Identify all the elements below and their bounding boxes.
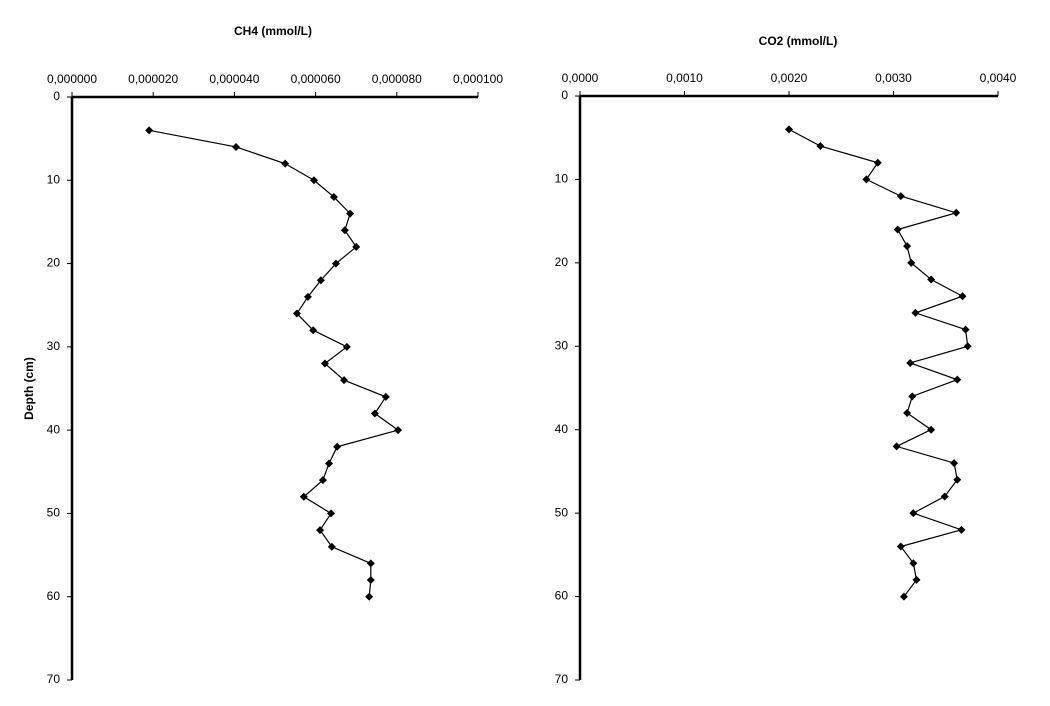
x-tick-label: 0,0040	[980, 71, 1017, 85]
data-point	[145, 126, 154, 135]
x-tick-label: 0,000040	[209, 72, 259, 86]
data-point	[232, 142, 241, 151]
data-point	[909, 509, 918, 518]
y-tick-label: 0	[561, 88, 568, 102]
data-point	[903, 242, 912, 251]
data-point	[340, 226, 349, 235]
data-point	[961, 325, 970, 334]
data-point	[958, 292, 967, 301]
data-point	[333, 442, 342, 451]
data-point	[340, 376, 349, 385]
x-tick-label: 0,000100	[453, 72, 503, 86]
data-point	[318, 476, 327, 485]
y-tick-label: 10	[47, 172, 61, 186]
x-tick-label: 0,000000	[47, 72, 97, 86]
y-tick-label: 40	[555, 422, 569, 436]
data-point	[342, 342, 351, 351]
data-point	[309, 326, 318, 335]
data-point	[785, 125, 793, 134]
data-point	[346, 209, 355, 218]
data-point	[281, 159, 290, 168]
data-point	[927, 425, 936, 434]
y-tick-label: 70	[555, 672, 569, 686]
data-point	[873, 158, 882, 167]
y-tick-label: 20	[555, 255, 569, 269]
y-tick-label: 50	[555, 505, 569, 519]
chart-title: CH4 (mmol/L)	[234, 24, 312, 38]
y-tick-label: 20	[47, 256, 61, 270]
x-tick-label: 0,0030	[875, 71, 912, 85]
y-tick-label: 60	[47, 589, 61, 603]
data-point	[352, 242, 361, 251]
data-point	[899, 592, 908, 601]
data-point	[953, 375, 962, 384]
data-point	[366, 559, 375, 568]
data-point	[963, 342, 972, 351]
data-point	[896, 192, 905, 201]
data-point	[316, 526, 325, 535]
data-point	[952, 208, 961, 217]
data-point	[892, 442, 901, 451]
data-point	[862, 175, 871, 184]
data-point	[953, 475, 962, 484]
data-point	[903, 409, 912, 418]
data-line	[788, 128, 969, 597]
y-tick-label: 60	[555, 589, 569, 603]
data-point	[327, 509, 336, 518]
data-point	[907, 258, 916, 267]
data-point	[927, 275, 936, 284]
data-point	[381, 392, 390, 401]
data-point	[366, 576, 375, 585]
x-tick-label: 0,0020	[771, 71, 808, 85]
y-tick-label: 10	[555, 172, 569, 186]
y-tick-label: 50	[47, 506, 61, 520]
data-point	[329, 192, 338, 201]
y-tick-label: 30	[47, 339, 61, 353]
data-point	[950, 459, 959, 468]
y-tick-label: 40	[47, 422, 61, 436]
data-point	[320, 359, 329, 368]
data-point	[303, 292, 312, 301]
data-point	[331, 259, 340, 268]
data-point	[893, 225, 902, 234]
data-point	[324, 459, 333, 468]
data-point	[816, 142, 825, 151]
data-point	[394, 426, 403, 435]
x-tick-label: 0,000060	[291, 72, 341, 86]
data-point	[911, 308, 920, 317]
data-point	[327, 542, 336, 551]
y-axis-label: Depth (cm)	[22, 357, 36, 420]
data-point	[906, 358, 915, 367]
data-point	[292, 309, 301, 318]
data-point	[909, 559, 918, 568]
data-point	[299, 492, 308, 501]
chart-title: CO2 (mmol/L)	[759, 34, 838, 48]
x-tick-label: 0,0000	[562, 71, 599, 85]
data-point	[908, 392, 917, 401]
x-tick-label: 0,0010	[666, 71, 703, 85]
data-point	[896, 542, 905, 551]
data-point	[309, 176, 318, 185]
data-point	[912, 575, 921, 584]
x-tick-label: 0,000080	[372, 72, 422, 86]
y-tick-label: 0	[53, 89, 60, 103]
x-tick-label: 0,000020	[128, 72, 178, 86]
y-tick-label: 70	[47, 672, 61, 686]
data-point	[957, 525, 966, 534]
data-point	[940, 492, 949, 501]
data-point	[365, 592, 374, 601]
y-tick-label: 30	[555, 338, 569, 352]
data-line	[149, 129, 400, 597]
data-point	[316, 276, 325, 285]
data-point	[370, 409, 379, 418]
